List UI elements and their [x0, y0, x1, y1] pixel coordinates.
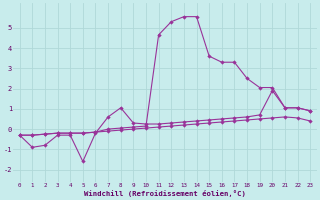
X-axis label: Windchill (Refroidissement éolien,°C): Windchill (Refroidissement éolien,°C) — [84, 190, 246, 197]
